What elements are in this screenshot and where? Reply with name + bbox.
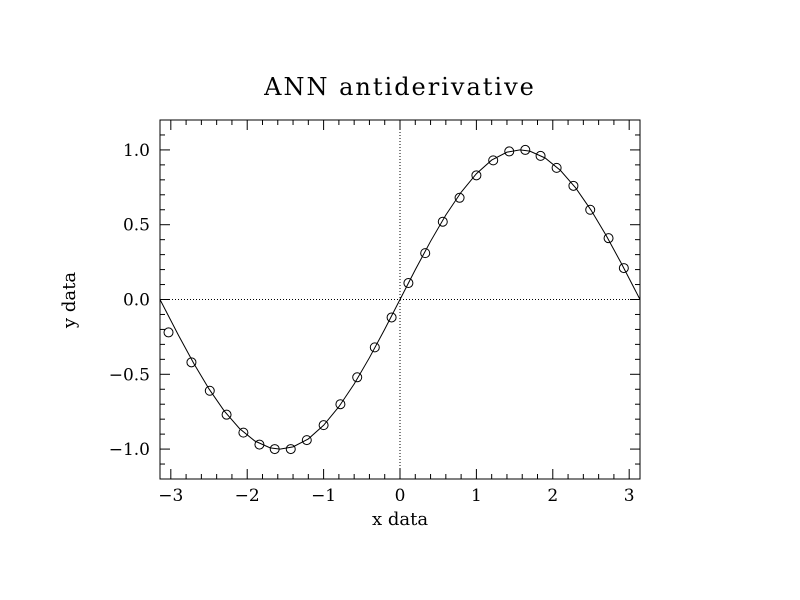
x-tick-label: 2 [547, 486, 558, 506]
data-point-marker [488, 155, 499, 166]
data-point-marker [618, 263, 629, 274]
data-point-marker [269, 444, 280, 455]
data-point-marker [221, 409, 232, 420]
x-tick-label: 0 [395, 486, 406, 506]
y-tick-label: −0.5 [109, 365, 150, 385]
data-point-marker [568, 180, 579, 191]
data-point-marker [352, 372, 363, 383]
data-point-marker [471, 170, 482, 181]
x-tick-label: −2 [235, 486, 260, 506]
data-point-marker [504, 146, 515, 157]
data-point-marker [454, 192, 465, 203]
y-tick-label: 0.0 [123, 291, 150, 311]
data-point-marker [520, 144, 531, 155]
y-tick-label: −1.0 [109, 440, 150, 460]
x-tick-label: −3 [158, 486, 183, 506]
data-point-marker [163, 327, 174, 338]
data-point-marker [535, 150, 546, 161]
y-tick-label: 0.5 [123, 216, 150, 236]
chart-title: ANN antiderivative [263, 73, 536, 101]
data-point-marker [318, 420, 329, 431]
data-point-marker [204, 385, 215, 396]
x-axis-label: x data [372, 509, 428, 530]
x-tick-label: 3 [624, 486, 635, 506]
data-point-marker [285, 444, 296, 455]
data-point-marker [420, 248, 431, 259]
data-point-marker [386, 312, 397, 323]
data-point-marker [369, 342, 380, 353]
data-point-marker [585, 204, 596, 215]
y-axis-label: y data [59, 272, 80, 329]
data-point-marker [186, 357, 197, 368]
data-point-marker [335, 399, 346, 410]
x-tick-label: −1 [311, 486, 336, 506]
y-tick-label: 1.0 [123, 141, 150, 161]
data-point-marker [254, 439, 265, 450]
x-tick-label: 1 [471, 486, 482, 506]
data-point-marker [603, 233, 614, 244]
data-point-marker [437, 216, 448, 227]
data-point-marker [238, 427, 249, 438]
series-line [159, 149, 641, 450]
data-point-marker [551, 162, 562, 173]
data-point-marker [301, 435, 312, 446]
data-point-marker [403, 278, 414, 289]
